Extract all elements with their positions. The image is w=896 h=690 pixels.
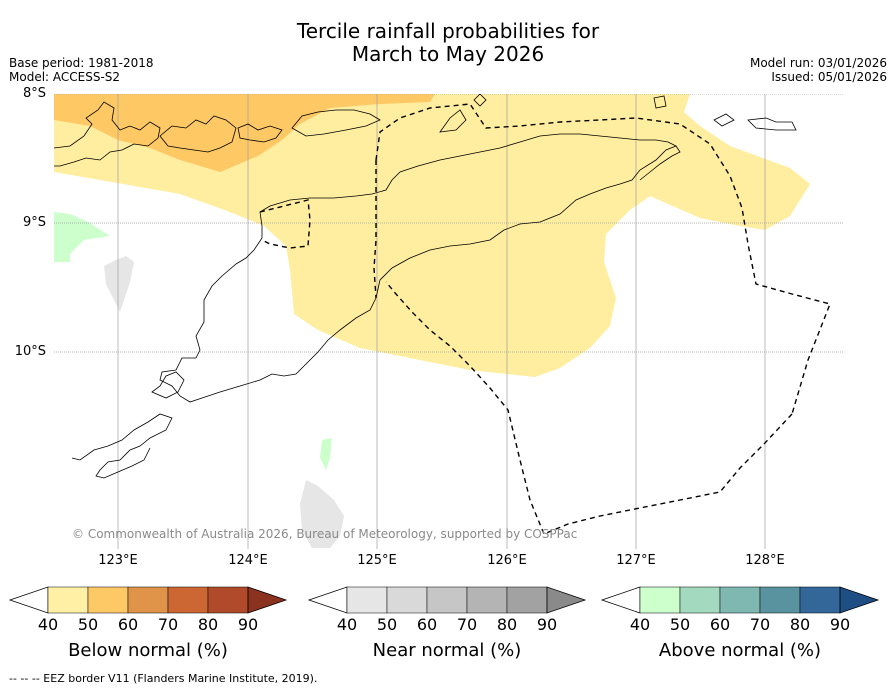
model-run: Model run: 03/01/2026 <box>749 56 887 70</box>
colorbar-near-ticks: 40 50 60 70 80 90 <box>0 615 896 635</box>
colorbar-below-bin <box>87 586 129 614</box>
near-normal-region-2 <box>300 480 344 548</box>
eez-border-west <box>373 160 377 299</box>
coastline-timor-north <box>375 145 681 299</box>
metadata-left: Base period: 1981-2018 Model: ACCESS-S2 <box>9 56 154 84</box>
coastline-small-island-4 <box>713 113 735 127</box>
tick-label: 60 <box>709 615 731 634</box>
below-normal-50-60-region <box>54 94 435 172</box>
tick-label: 80 <box>496 615 518 634</box>
colorbar-below-bin <box>127 586 169 614</box>
title-line-1: Tercile rainfall probabilities for <box>296 19 600 43</box>
colorbar-above-arrow-right <box>839 586 880 614</box>
tick-label: 90 <box>237 615 259 634</box>
lon-label-125e: 125°E <box>357 553 397 568</box>
tick-label: 70 <box>749 615 771 634</box>
lon-label-128e: 128°E <box>745 553 785 568</box>
colorbar-below <box>8 586 288 614</box>
colorbar-near-bin <box>386 586 428 614</box>
colorbar-below-bin <box>167 586 209 614</box>
eez-border-north <box>375 103 831 415</box>
tick-label: 40 <box>629 615 651 634</box>
colorbar-near-bin <box>466 586 508 614</box>
colorbar-below-ticks: 40 50 60 70 80 90 <box>0 615 896 635</box>
colorbar-above-bin <box>639 586 681 614</box>
lat-label-8s: 8°S <box>22 86 46 101</box>
colorbar-below-bin <box>47 586 89 614</box>
coastline-small-island-1 <box>439 109 467 133</box>
colorbar-near-bin <box>346 586 388 614</box>
below-normal-40-50-region <box>54 94 810 377</box>
copyright-notice: © Commonwealth of Australia 2026, Bureau… <box>72 527 578 541</box>
coastline-flores <box>54 101 161 167</box>
tick-label: 40 <box>336 615 358 634</box>
colorbar-above-bin <box>719 586 761 614</box>
colorbar-above-bin <box>679 586 721 614</box>
colorbar-below-bin <box>207 586 249 614</box>
tick-label: 50 <box>376 615 398 634</box>
tick-label: 90 <box>536 615 558 634</box>
colorbar-below-title: Below normal (%) <box>68 640 228 661</box>
colorbar-above-bin <box>759 586 801 614</box>
gridlines <box>54 94 843 549</box>
tick-label: 70 <box>456 615 478 634</box>
near-normal-region-1 <box>104 256 134 312</box>
tick-label: 80 <box>197 615 219 634</box>
coastlines <box>54 94 797 479</box>
tick-label: 90 <box>829 615 851 634</box>
map-title: Tercile rainfall probabilities for March… <box>0 20 896 66</box>
coastline-alor <box>237 123 283 143</box>
map-area <box>54 94 843 549</box>
coastline-semau <box>151 371 185 399</box>
eez-border <box>259 103 831 535</box>
coastline-small-island-5 <box>747 117 797 131</box>
lon-label-124e: 124°E <box>228 553 268 568</box>
colorbar-above-ticks: 40 50 60 70 80 90 <box>0 615 896 635</box>
above-normal-region-1 <box>54 212 110 262</box>
colorbar-below-arrow-right <box>247 586 288 614</box>
colorbar-near-bin <box>426 586 468 614</box>
lon-label-123e: 123°E <box>98 553 138 568</box>
colorbar-above-arrow-left <box>600 586 641 614</box>
title-line-2: March to May 2026 <box>351 42 545 66</box>
colorbar-near-bin <box>506 586 548 614</box>
colorbar-near-arrow-left <box>307 586 348 614</box>
coastline-small-island-3 <box>653 95 667 109</box>
coastline-wetar <box>291 109 381 137</box>
tick-label: 80 <box>789 615 811 634</box>
eez-border-oecusse <box>259 199 311 249</box>
colorbar-above-bin <box>799 586 841 614</box>
colorbar-near <box>307 586 587 614</box>
above-normal-region-2 <box>320 438 332 470</box>
lat-label-9s: 9°S <box>22 215 46 230</box>
tick-label: 50 <box>77 615 99 634</box>
lon-label-126e: 126°E <box>487 553 527 568</box>
coastline-flores-east <box>159 115 237 153</box>
tick-label: 60 <box>117 615 139 634</box>
model-name: Model: ACCESS-S2 <box>9 70 121 84</box>
coastline-roti <box>71 413 173 479</box>
tick-label: 50 <box>669 615 691 634</box>
metadata-right: Model run: 03/01/2026 Issued: 05/01/2026 <box>750 56 887 84</box>
eez-border-south <box>385 281 793 535</box>
colorbar-above-title: Above normal (%) <box>658 640 822 661</box>
coastline-small-island-2 <box>473 94 487 107</box>
issued-date: Issued: 05/01/2026 <box>771 70 887 84</box>
base-period: Base period: 1981-2018 <box>9 56 154 70</box>
colorbar-near-arrow-right <box>546 586 587 614</box>
lon-label-127e: 127°E <box>616 553 656 568</box>
colorbar-near-title: Near normal (%) <box>372 640 522 661</box>
tick-label: 60 <box>416 615 438 634</box>
tick-label: 70 <box>157 615 179 634</box>
lat-label-10s: 10°S <box>14 344 46 359</box>
coastline-timor-south <box>159 133 677 403</box>
colorbar-above <box>600 586 880 614</box>
colorbar-below-arrow-left <box>8 586 49 614</box>
eez-legend-note: -- -- -- EEZ border V11 (Flanders Marine… <box>9 672 318 685</box>
tick-label: 40 <box>37 615 59 634</box>
